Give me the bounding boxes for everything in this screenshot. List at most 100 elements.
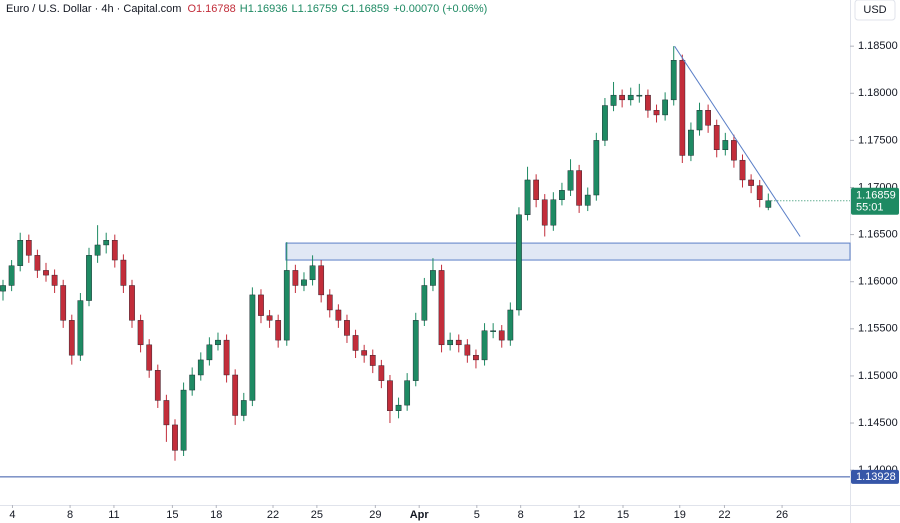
x-tick-label: 11 [108, 509, 119, 521]
candle-body [189, 374, 196, 391]
y-tick-label: 1.18500 [858, 40, 898, 52]
candle-body [215, 339, 221, 346]
candle-body [249, 294, 256, 401]
candle-body [421, 285, 428, 321]
candle-body [180, 389, 187, 451]
currency-box[interactable] [854, 0, 896, 21]
low: L1.16759 [292, 3, 338, 15]
y-tick-label: 1.14500 [858, 417, 898, 429]
candle-body [232, 374, 239, 416]
candle-body [756, 185, 763, 200]
candle-body [464, 344, 471, 356]
candle-body [240, 400, 247, 416]
candle-body [679, 60, 686, 156]
candle-body [610, 94, 617, 106]
candle-body [481, 330, 488, 361]
candle-body [129, 285, 135, 321]
candle-body [197, 359, 204, 376]
candle-body [653, 110, 660, 116]
candle-body [490, 330, 497, 332]
x-tick-label: Apr [410, 509, 430, 521]
candle-body [498, 330, 505, 341]
candle-body [748, 179, 754, 186]
candle-body [550, 199, 557, 226]
candle-body [258, 294, 264, 316]
candle-body [266, 315, 273, 321]
line-price-tag [851, 469, 899, 484]
candle-body [369, 354, 376, 366]
candle-body [387, 380, 393, 411]
candle-body [602, 105, 608, 141]
close: C1.16859 [341, 3, 389, 15]
candle-body [378, 365, 385, 381]
candle-body [670, 60, 677, 101]
candle-body [163, 400, 170, 426]
x-tick-label: 15 [166, 509, 178, 521]
candle-body [541, 199, 548, 226]
candle-body [473, 354, 479, 361]
change: +0.00070 (+0.06%) [393, 3, 487, 15]
candle-body [455, 339, 462, 346]
currency: USD [863, 4, 886, 16]
zone [285, 242, 851, 261]
x-tick-label: 29 [369, 509, 381, 521]
candle-body [94, 244, 101, 256]
x-tick-label: 22 [267, 509, 279, 521]
candle-body [206, 344, 213, 361]
candle-body [447, 339, 454, 346]
candle-body [765, 200, 772, 208]
candle-body [326, 294, 333, 311]
candle-body [301, 279, 307, 286]
y-tick-label: 1.17500 [858, 134, 898, 146]
candle-body [275, 320, 282, 341]
last-price-tag [851, 187, 899, 215]
candle-body [8, 265, 15, 286]
candle-body [172, 424, 178, 451]
candle-body [430, 270, 436, 286]
x-tick-label: 4 [9, 509, 15, 521]
candle-body [662, 99, 668, 116]
candle-body [68, 320, 75, 356]
candle-body [344, 320, 350, 336]
candle-body [593, 140, 600, 196]
line-price-label: 1.13928 [856, 471, 896, 483]
candle-body [722, 140, 729, 151]
candle-body [576, 170, 583, 206]
candle-body [636, 94, 643, 97]
candle-body [533, 179, 540, 200]
x-tick-label: 8 [518, 509, 524, 521]
candle-body [731, 140, 737, 161]
header: Euro / U.S. Dollar · 4h · Capital.com O1.… [6, 3, 487, 15]
x-tick-label: 22 [718, 509, 730, 521]
high: H1.16936 [240, 3, 288, 15]
candle-body [584, 194, 591, 206]
candle-body [51, 274, 58, 286]
candle-body [137, 320, 144, 346]
plot [0, 45, 851, 478]
candle-body [146, 344, 153, 371]
candle-body [688, 129, 694, 156]
x-tick-label: 18 [210, 509, 222, 521]
candle-body [739, 159, 746, 181]
candle-body [404, 380, 411, 406]
candle-body [438, 270, 445, 346]
candle-body [309, 265, 316, 281]
candle-body [559, 190, 565, 200]
x-tick-label: 26 [776, 509, 788, 521]
x-tick-label: 25 [311, 509, 323, 521]
candle-body [645, 94, 651, 111]
candle-body [619, 94, 625, 101]
candle-body [705, 110, 711, 126]
candle-body [352, 335, 359, 351]
candle-body [713, 125, 720, 151]
candle-body [103, 240, 110, 246]
y-tick-label: 1.16000 [858, 276, 898, 288]
candle-body [34, 255, 41, 271]
x-tick-label: 8 [67, 509, 73, 521]
y-tick-label: 1.18000 [858, 87, 898, 99]
candle-body [292, 270, 299, 286]
y-tick-label: 1.16500 [858, 229, 898, 241]
candle-body [86, 255, 92, 301]
